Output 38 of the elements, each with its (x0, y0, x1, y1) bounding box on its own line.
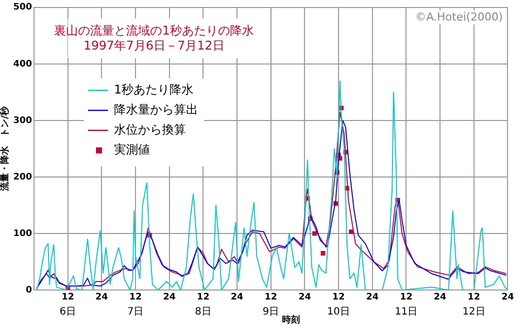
point (320, 251, 326, 256)
x2-tick-label: 8日 (195, 306, 212, 318)
legend-label: 水位から換算 (114, 122, 186, 137)
y-tick-label: 300 (13, 116, 32, 126)
x2-tick-label: 6日 (60, 306, 76, 318)
x-tick-label: 24 (366, 292, 379, 303)
x-tick-label: 12 (62, 292, 74, 303)
x2-tick-label: 10日 (327, 306, 350, 318)
text: 裏山の流量と流域の1秒あたりの降水 (54, 24, 254, 38)
x-tick-label: 24 (298, 292, 311, 303)
y-axis-title: 流量・降水 トン/秒 (0, 106, 11, 192)
x-tick-label: 24 (230, 292, 244, 303)
text: 1997年7月6日－7月12日 (84, 38, 224, 53)
x-tick-label: 12 (196, 292, 210, 303)
x-tick-label: 12 (468, 292, 480, 303)
x-axis-title: 時刻 (282, 314, 300, 326)
y-tick-label: 500 (13, 2, 32, 13)
x-tick-label: 24 (434, 292, 446, 303)
point (312, 231, 317, 236)
legend-label: 実測値 (114, 142, 150, 157)
legend-label: 1秒あたり降水 (114, 82, 194, 97)
y-tick-label: 200 (13, 172, 32, 182)
y-tick-label: 100 (13, 228, 32, 239)
x-tick-label: 24 (163, 292, 176, 303)
x2-tick-label: 12日 (462, 306, 486, 318)
x-tick-label: 24 (501, 292, 514, 303)
x2-tick-label: 9日 (262, 306, 280, 318)
x2-tick-label: 11日 (394, 306, 418, 318)
x-tick-label: 24 (95, 292, 108, 303)
x-tick-label: 12 (400, 292, 412, 303)
x-tick-label: 12 (264, 292, 278, 303)
x-tick-label: 12 (332, 292, 345, 303)
x2-tick-label: 7日 (127, 306, 144, 318)
x-tick-label: 12 (129, 292, 142, 303)
legend-label: 降水量から算出 (114, 102, 198, 117)
y-tick-label: 0 (26, 285, 32, 296)
y-tick-label: 400 (13, 59, 32, 70)
annotation: ©A.Hotei(2000) (415, 10, 503, 24)
